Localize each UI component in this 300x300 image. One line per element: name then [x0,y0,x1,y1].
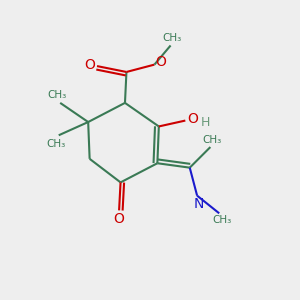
Text: O: O [155,55,166,69]
Text: CH₃: CH₃ [48,90,67,100]
Text: N: N [194,197,204,211]
Text: CH₃: CH₃ [212,215,232,225]
Text: H: H [201,116,210,129]
Text: CH₃: CH₃ [163,33,182,43]
Text: O: O [114,212,124,226]
Text: O: O [84,58,95,72]
Text: CH₃: CH₃ [202,135,221,145]
Text: O: O [187,112,198,126]
Text: CH₃: CH₃ [46,139,65,148]
